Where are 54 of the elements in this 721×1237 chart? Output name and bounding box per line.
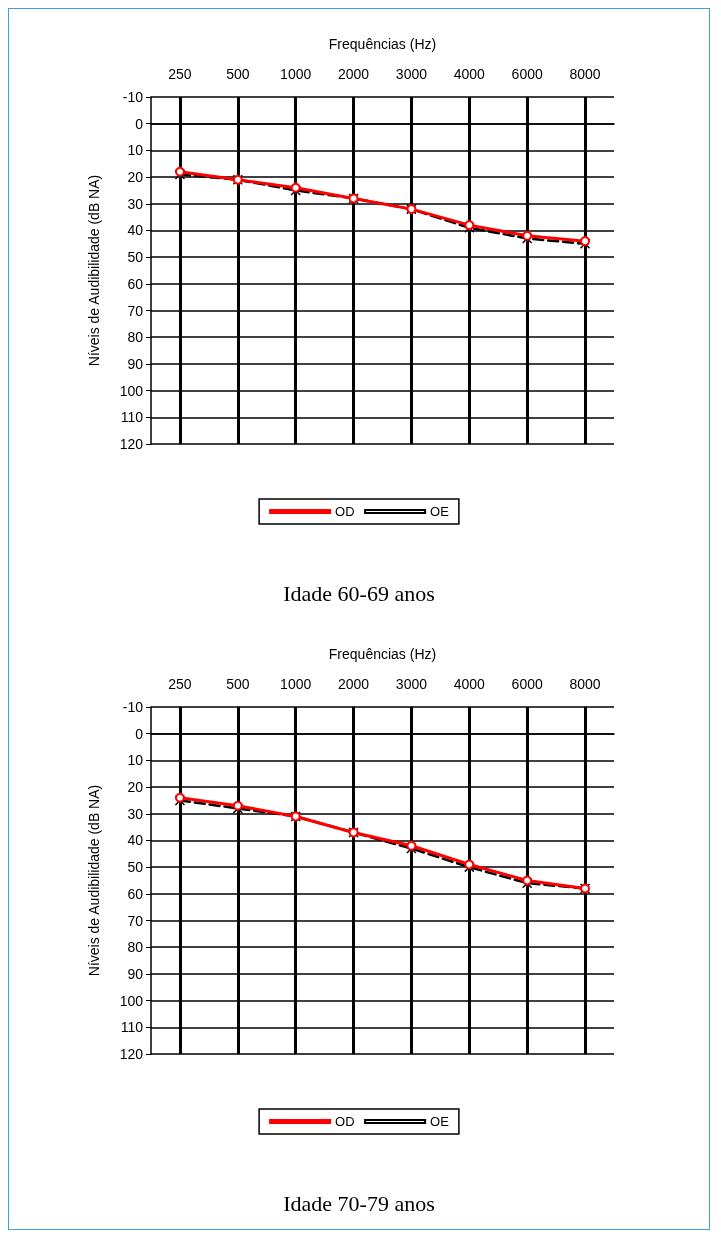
- x-tick-label: 4000: [453, 66, 486, 82]
- y-tick-label: 30: [127, 805, 144, 822]
- y-tick-label: 100: [119, 992, 144, 1009]
- y-tick-label: 20: [127, 169, 144, 186]
- x-tick-label: 2000: [337, 676, 370, 692]
- legend-label: OD: [335, 1114, 355, 1129]
- y-tick-label: 0: [135, 725, 144, 742]
- y-tick-label: 50: [127, 859, 144, 876]
- y-axis-title: Níveis de Audibilidade (dB NA): [86, 174, 102, 367]
- y-axis-title: Níveis de Audibilidade (dB NA): [86, 784, 102, 977]
- y-tick-label: 100: [119, 382, 144, 399]
- y-tick-label: 70: [127, 302, 144, 319]
- x-axis-title: Frequências (Hz): [328, 646, 437, 662]
- y-tick-label: 10: [127, 142, 144, 159]
- legend-label: OE: [430, 504, 450, 519]
- x-tick-label: 3000: [395, 676, 428, 692]
- x-tick-label: 8000: [569, 66, 601, 82]
- y-tick-label: 110: [120, 1019, 144, 1036]
- y-tick-label: 120: [119, 436, 144, 452]
- x-tick-label: 6000: [511, 66, 543, 82]
- text: Idade 60-69 anos: [283, 580, 435, 606]
- y-tick-label: 50: [127, 249, 144, 266]
- y-tick-label: -10: [122, 89, 144, 105]
- x-tick-label: 4000: [453, 676, 486, 692]
- y-tick-label: 40: [127, 222, 144, 239]
- x-tick-label: 2000: [337, 66, 370, 82]
- x-tick-label: 250: [168, 676, 192, 692]
- x-tick-label: 3000: [395, 66, 428, 82]
- x-tick-label: 500: [226, 66, 250, 82]
- y-tick-label: 110: [120, 409, 144, 426]
- y-tick-label: 20: [127, 779, 144, 796]
- y-tick-label: 80: [127, 939, 144, 956]
- text: Idade 70-79 anos: [283, 1190, 435, 1216]
- y-tick-label: 70: [127, 912, 144, 929]
- x-tick-label: 1000: [280, 66, 312, 82]
- y-tick-label: 40: [127, 832, 144, 849]
- x-tick-label: 250: [168, 66, 192, 82]
- y-tick-label: 80: [127, 329, 144, 346]
- y-tick-label: 90: [127, 965, 144, 982]
- y-tick-label: 30: [127, 195, 144, 212]
- legend-label: OE: [430, 1114, 450, 1129]
- x-tick-label: 500: [226, 676, 250, 692]
- y-tick-label: 60: [127, 885, 144, 902]
- y-tick-label: -10: [122, 699, 144, 715]
- x-tick-label: 8000: [569, 676, 601, 692]
- y-tick-label: 120: [119, 1046, 144, 1062]
- x-tick-label: 6000: [511, 676, 543, 692]
- legend-label: OD: [335, 504, 355, 519]
- y-tick-label: 0: [135, 115, 144, 132]
- x-tick-label: 1000: [280, 676, 312, 692]
- y-tick-label: 60: [127, 275, 144, 292]
- y-tick-label: 90: [127, 355, 144, 372]
- x-axis-title: Frequências (Hz): [328, 36, 437, 52]
- y-tick-label: 10: [127, 752, 144, 769]
